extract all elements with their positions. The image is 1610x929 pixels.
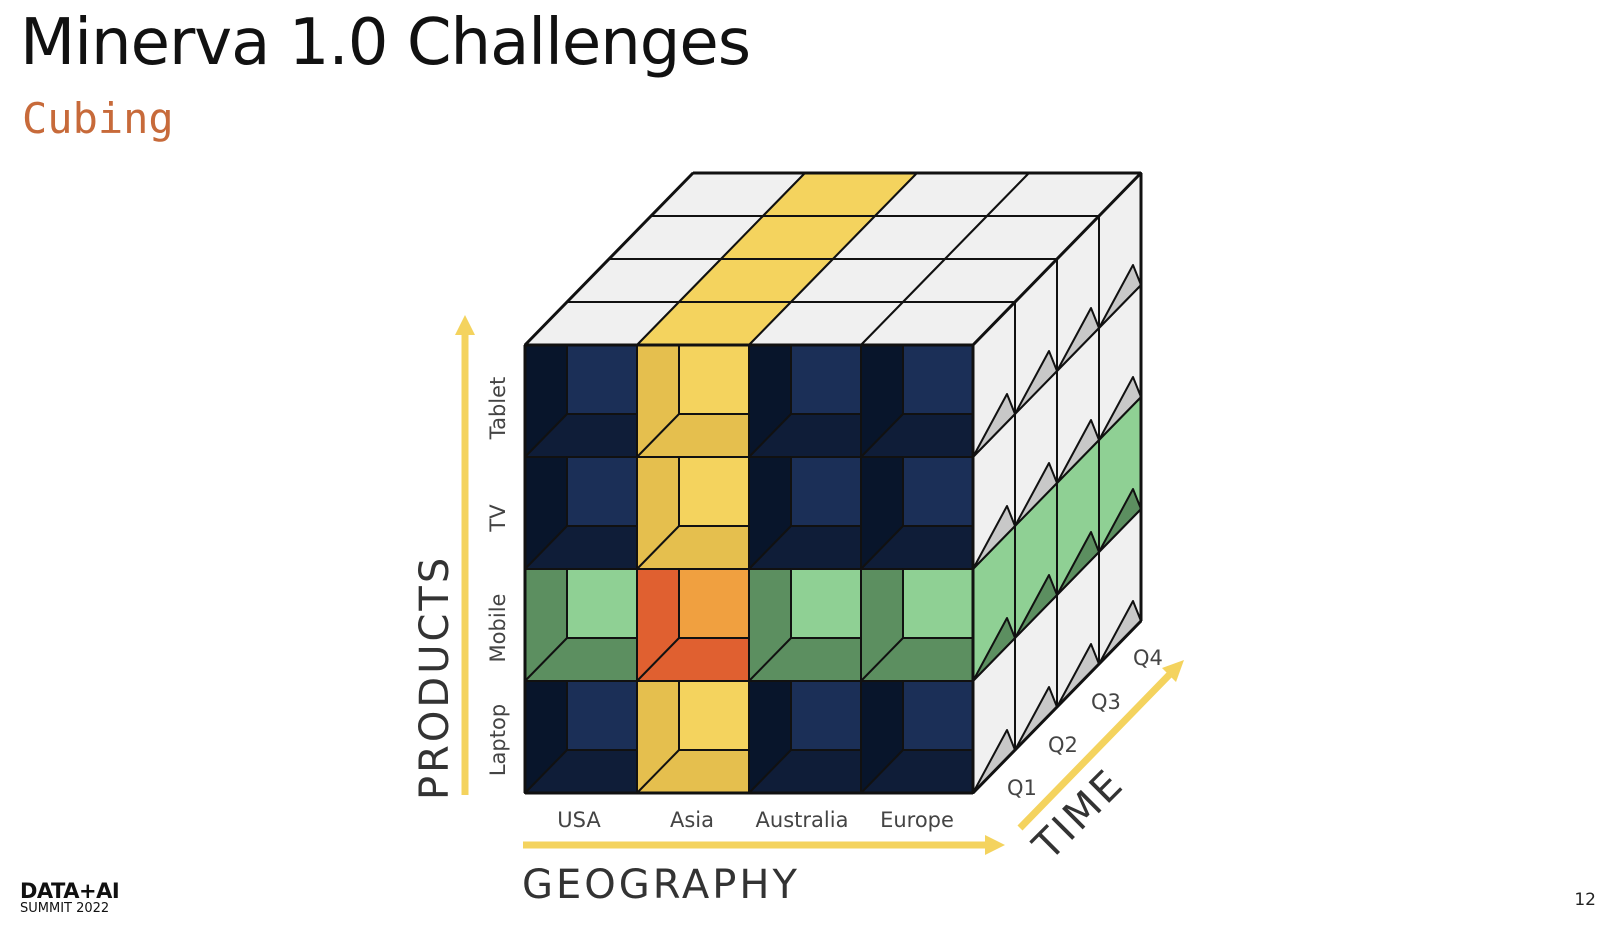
front-cell-inner (566, 680, 638, 751)
front-cell-inner (902, 680, 974, 751)
product-label-mobile: Mobile (486, 594, 510, 663)
time-label-q1: Q1 (1007, 776, 1037, 800)
data-ai-summit-logo: DATA+AI SUMMIT 2022 (20, 879, 120, 916)
front-cell-inner (566, 456, 638, 527)
cube-outline-edge (971, 619, 1143, 795)
cube-outline-edge (971, 171, 1143, 347)
front-cell-inner (790, 680, 862, 751)
brand-line-2: SUMMIT 2022 (20, 901, 110, 916)
geo-label-usa: USA (557, 808, 601, 832)
side-bevel (1014, 350, 1058, 415)
geo-label-asia: Asia (670, 808, 714, 832)
front-cell-inner (566, 568, 638, 639)
front-cell-inner (678, 680, 750, 751)
time-axis-title: TIME (1024, 760, 1134, 870)
side-bevel (972, 617, 1016, 682)
slide-subtitle: Cubing (22, 94, 174, 143)
side-bevel (1056, 307, 1100, 372)
page-number: 12 (1574, 890, 1596, 910)
front-cell-inner (678, 456, 750, 527)
side-bevel (1098, 264, 1142, 329)
side-bevel (1014, 462, 1058, 527)
time-label-q4: Q4 (1133, 646, 1163, 670)
cube-gridlines (523, 171, 1143, 795)
front-cell-inner (790, 456, 862, 527)
cube-outline-edge (523, 171, 695, 347)
products-arrow (455, 315, 475, 795)
time-label-q3: Q3 (1091, 690, 1121, 714)
side-bevel (1014, 574, 1058, 639)
cube-cells (524, 172, 1142, 794)
product-label-tv: TV (486, 504, 510, 533)
front-cell-inner (566, 344, 638, 415)
front-cell-inner (902, 344, 974, 415)
side-bevel (1098, 488, 1142, 553)
side-bevel (1056, 419, 1100, 484)
side-bevel (1056, 531, 1100, 596)
geography-arrow (523, 835, 1005, 855)
side-bevel (972, 505, 1016, 570)
time-arrow (1017, 660, 1184, 831)
side-bevel (972, 393, 1016, 458)
brand-line-1: DATA+AI (20, 879, 120, 903)
front-cell-inner (790, 344, 862, 415)
geo-label-europe: Europe (880, 808, 954, 832)
time-label-q2: Q2 (1048, 733, 1078, 757)
product-label-tablet: Tablet (486, 377, 510, 441)
front-cell-inner (678, 344, 750, 415)
product-label-laptop: Laptop (486, 704, 510, 776)
front-cell-inner (902, 568, 974, 639)
slide-title: Minerva 1.0 Challenges (20, 6, 751, 80)
products-axis-title: PRODUCTS (412, 555, 458, 800)
geo-label-australia: Australia (756, 808, 849, 832)
side-bevel (1098, 376, 1142, 441)
front-cell-inner (902, 456, 974, 527)
front-cell-inner (790, 568, 862, 639)
geography-axis-title: GEOGRAPHY (522, 862, 800, 908)
front-cell-inner (678, 568, 750, 639)
